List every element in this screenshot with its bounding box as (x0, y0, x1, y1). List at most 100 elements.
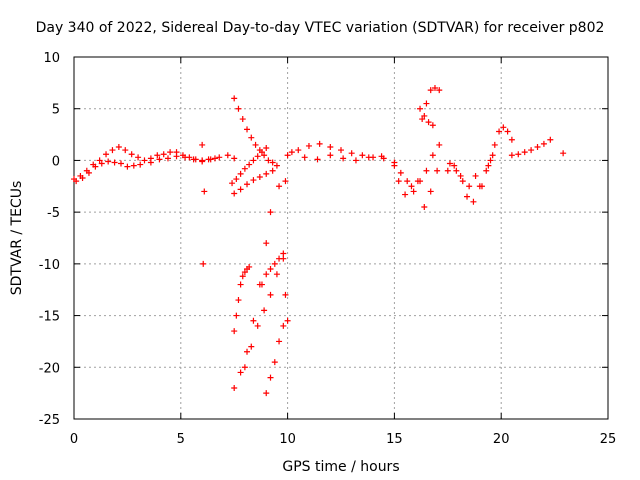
data-point (267, 291, 274, 298)
data-point (316, 140, 323, 147)
series-arc-21-22 (508, 136, 554, 159)
data-point (515, 151, 522, 158)
data-point (237, 186, 244, 193)
data-point (352, 157, 359, 164)
data-point (147, 159, 154, 166)
y-tick-label: -25 (39, 413, 60, 428)
data-point (199, 141, 206, 148)
data-point (241, 364, 248, 371)
data-point (459, 178, 466, 185)
data-point (246, 161, 253, 168)
data-point (130, 162, 137, 169)
data-point (211, 155, 218, 162)
x-tick-label: 20 (493, 432, 510, 447)
data-point (508, 136, 515, 143)
data-point (288, 149, 295, 156)
data-point (429, 152, 436, 159)
data-point (421, 203, 428, 210)
data-point (92, 163, 99, 170)
series-arc-main-low (73, 158, 144, 185)
data-point (504, 128, 511, 135)
data-point (160, 151, 167, 158)
data-point (271, 359, 278, 366)
data-point (233, 312, 240, 319)
data-point (276, 183, 283, 190)
data-point (241, 269, 248, 276)
data-point (521, 149, 528, 156)
data-point (235, 105, 242, 112)
data-point (137, 161, 144, 168)
data-point (98, 160, 105, 167)
data-point (431, 85, 438, 92)
data-point (487, 157, 494, 164)
data-point (141, 157, 148, 164)
series-isolated-6h (199, 141, 208, 267)
data-point (267, 374, 274, 381)
data-point (423, 167, 430, 174)
series-steep-descent-3 (231, 167, 289, 197)
data-point (263, 145, 270, 152)
series-isolated-23h (560, 150, 567, 157)
data-point (365, 154, 372, 161)
data-point (79, 175, 86, 182)
chart-title: Day 340 of 2022, Sidereal Day-to-day VTE… (36, 20, 605, 36)
data-point (327, 152, 334, 159)
data-point (419, 116, 426, 123)
data-point (453, 167, 460, 174)
series-deep-drop-3 (241, 255, 287, 371)
data-point (173, 153, 180, 160)
data-point (190, 156, 197, 163)
y-tick-label: -5 (47, 206, 60, 221)
data-point (427, 87, 434, 94)
data-point (267, 209, 274, 216)
data-point (496, 128, 503, 135)
axis-ticks (73, 56, 609, 420)
data-point (115, 143, 122, 150)
data-point (327, 143, 334, 150)
y-tick-label: 0 (52, 154, 60, 169)
data-point (207, 156, 214, 163)
x-axis-label: GPS time / hours (282, 459, 399, 475)
data-point (248, 134, 255, 141)
data-point (273, 162, 280, 169)
data-point (534, 143, 541, 150)
data-point (250, 177, 257, 184)
data-point (156, 156, 163, 163)
data-point (404, 178, 411, 185)
data-point (237, 170, 244, 177)
data-point (483, 167, 490, 174)
data-point (295, 147, 302, 154)
series-steep-descent-2 (229, 145, 270, 187)
data-point (472, 172, 479, 179)
y-axis-label: SDTVAR / TECUs (9, 181, 25, 296)
data-point (528, 147, 535, 154)
data-point (85, 169, 92, 176)
series-arc-mid-2 (147, 152, 238, 166)
data-point (478, 183, 485, 190)
data-point (500, 124, 507, 131)
data-point (276, 338, 283, 345)
series-arc-20 (487, 124, 515, 164)
data-point (451, 162, 458, 169)
data-point (117, 160, 124, 167)
data-point (282, 178, 289, 185)
data-point (423, 100, 430, 107)
data-point (261, 152, 268, 159)
data-point (466, 183, 473, 190)
axis-tick-labels: 0 5 10 15 20 25 -25 -20 -15 -10 -5 0 5 10 (39, 51, 617, 447)
data-point (254, 153, 261, 160)
data-point (280, 322, 287, 329)
data-point (239, 273, 246, 280)
data-point (301, 154, 308, 161)
data-point (436, 87, 443, 94)
data-point (265, 157, 272, 164)
data-point (263, 390, 270, 397)
data-point (444, 167, 451, 174)
data-point (263, 271, 270, 278)
data-point (250, 157, 257, 164)
data-point (154, 152, 161, 159)
x-tick-label: 15 (386, 432, 403, 447)
data-point (250, 317, 257, 324)
data-point (276, 255, 283, 262)
data-point (271, 260, 278, 267)
